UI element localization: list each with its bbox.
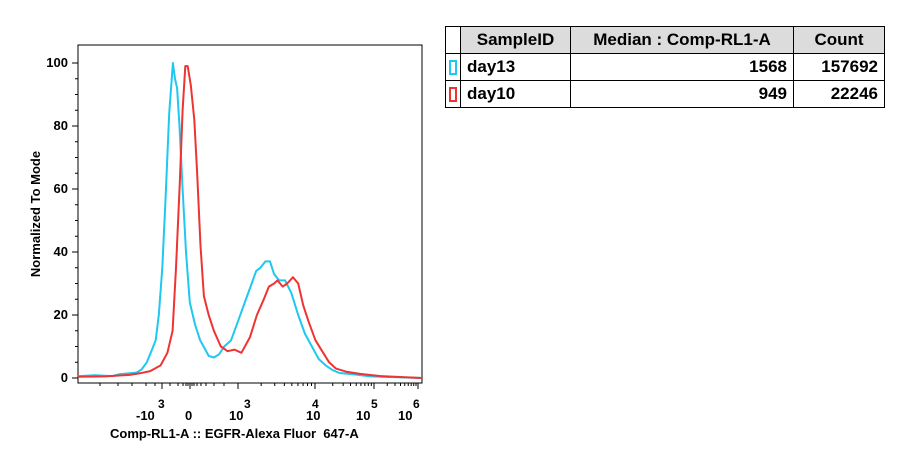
x-tick-label: -10 — [136, 408, 155, 423]
x-axis-title: Comp-RL1-A :: EGFR-Alexa Fluor 647-A — [110, 426, 359, 441]
x-tick-label: 10 — [398, 408, 412, 423]
median-cell: 1568 — [570, 53, 794, 81]
header-sampleid: SampleID — [460, 26, 571, 54]
series-line-day13 — [77, 62, 423, 379]
y-tick-label: 0 — [61, 370, 68, 385]
header-median: Median : Comp-RL1-A — [570, 26, 794, 54]
sample-id-cell: day10 — [460, 80, 571, 108]
legend-swatch-day13 — [449, 60, 457, 76]
header-count: Count — [793, 26, 885, 54]
x-tick-exponent: 3 — [244, 397, 251, 411]
y-tick-label: 100 — [46, 55, 68, 70]
count-cell: 157692 — [793, 53, 885, 81]
y-tick-label: 60 — [54, 181, 68, 196]
y-axis: 0 20 40 60 80 100 — [46, 55, 78, 385]
y-tick-label: 40 — [54, 244, 68, 259]
median-cell: 949 — [570, 80, 794, 108]
legend-swatch-day10 — [449, 87, 457, 103]
table-header-row: SampleID Median : Comp-RL1-A Count — [445, 26, 885, 54]
y-axis-title: Normalized To Mode — [28, 151, 43, 277]
table-row: day10 949 22246 — [445, 80, 885, 108]
legend-swatch-cell — [445, 80, 461, 108]
statistics-table: SampleID Median : Comp-RL1-A Count day13… — [445, 26, 885, 108]
table-row: day13 1568 157692 — [445, 53, 885, 81]
legend-swatch-cell — [445, 53, 461, 81]
count-cell: 22246 — [793, 80, 885, 108]
x-tick-exponent: 4 — [312, 397, 319, 411]
plot-area — [77, 44, 423, 384]
x-tick-label: 10 — [229, 408, 243, 423]
sample-id-cell: day13 — [460, 53, 571, 81]
x-tick-exponent: 3 — [158, 397, 165, 411]
x-tick-exponent: 5 — [371, 397, 378, 411]
x-tick-exponent: 6 — [413, 397, 420, 411]
series-lines — [77, 62, 423, 379]
y-tick-label: 20 — [54, 307, 68, 322]
x-tick-label: 10 — [306, 408, 320, 423]
x-tick-label: 10 — [356, 408, 370, 423]
swatch-header — [445, 26, 461, 54]
plot-frame — [77, 44, 423, 384]
y-tick-label: 80 — [54, 118, 68, 133]
x-tick-label: 0 — [185, 408, 192, 423]
series-line-day10 — [77, 65, 423, 379]
